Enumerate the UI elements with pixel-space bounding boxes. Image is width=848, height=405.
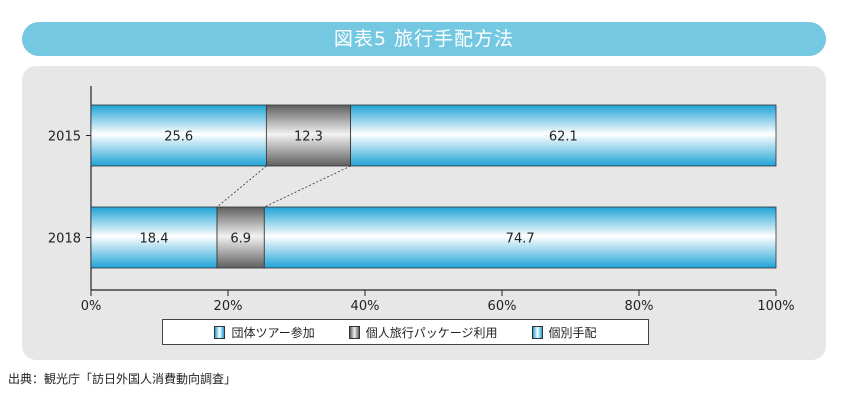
chart-title-banner: 図表5 旅行手配方法 bbox=[22, 22, 826, 56]
source-note: 出典：観光庁「訪日外国人消費動向調査」 bbox=[8, 372, 237, 386]
bar-segment-group-tour bbox=[90, 206, 218, 269]
data-label: 62.1 bbox=[549, 130, 578, 145]
legend-swatch-package bbox=[348, 325, 360, 339]
bar-segment-package bbox=[216, 206, 265, 269]
y-category-label: 2015 bbox=[48, 130, 81, 145]
data-label: 18.4 bbox=[140, 232, 169, 247]
legend-label-package: 個人旅行パッケージ利用 bbox=[365, 325, 498, 340]
legend-item-package: 個人旅行パッケージ利用 bbox=[348, 324, 498, 341]
legend-swatch-individual bbox=[531, 325, 543, 339]
connector-line bbox=[264, 165, 351, 208]
bar-segment-group-tour bbox=[90, 104, 267, 167]
connector-line bbox=[216, 165, 267, 208]
x-tick-label: 0% bbox=[81, 299, 102, 314]
y-category-label: 2018 bbox=[48, 232, 81, 247]
data-label: 74.7 bbox=[506, 232, 535, 247]
data-label: 12.3 bbox=[294, 130, 323, 145]
x-tick-label: 20% bbox=[214, 299, 243, 314]
x-tick-label: 40% bbox=[351, 299, 380, 314]
legend-label-group-tour: 団体ツアー参加 bbox=[231, 325, 315, 340]
bar-segment-individual bbox=[350, 104, 777, 167]
data-label: 25.6 bbox=[164, 130, 193, 145]
x-tick-label: 80% bbox=[625, 299, 654, 314]
x-tick-label: 60% bbox=[488, 299, 517, 314]
x-tick-label: 100% bbox=[757, 299, 794, 314]
legend-item-group-tour: 団体ツアー参加 bbox=[214, 324, 315, 341]
legend-item-individual: 個別手配 bbox=[531, 324, 597, 341]
legend-label-individual: 個別手配 bbox=[548, 325, 597, 340]
chart-title: 図表5 旅行手配方法 bbox=[333, 28, 515, 50]
legend: 団体ツアー参加 個人旅行パッケージ利用 個別手配 bbox=[162, 319, 649, 345]
data-label: 6.9 bbox=[230, 232, 251, 247]
bar-segment-individual bbox=[263, 206, 777, 269]
legend-swatch-group-tour bbox=[214, 325, 226, 339]
